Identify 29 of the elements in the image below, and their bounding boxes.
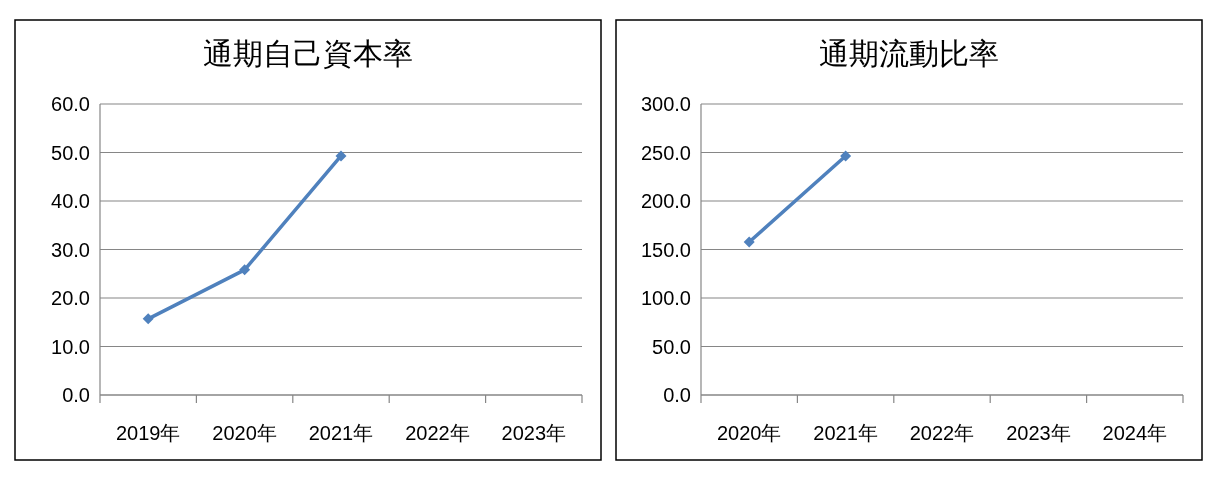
chart-title: 通期自己資本率 (203, 37, 413, 70)
y-tick-label: 50.0 (51, 141, 90, 164)
y-tick-label: 150.0 (640, 238, 691, 261)
x-tick-label: 2022年 (405, 422, 470, 444)
y-tick-label: 30.0 (51, 238, 90, 261)
y-tick-label: 40.0 (51, 190, 90, 212)
x-tick-label: 2020年 (716, 422, 782, 444)
x-tick-label: 2023年 (501, 422, 567, 444)
x-tick-label: 2021年 (813, 422, 878, 444)
point (335, 150, 347, 162)
y-tick-label: 0.0 (62, 384, 90, 406)
y-tick-label: 10.0 (51, 335, 90, 358)
y-tick-label: 20.0 (51, 287, 90, 309)
x-tick-label: 2021年 (308, 422, 374, 444)
x-tick-label: 2020年 (212, 422, 277, 444)
y-tick-label: 200.0 (640, 190, 691, 212)
y-tick-label: 0.0 (663, 384, 691, 406)
chart-title: 通期流動比率 (819, 37, 999, 70)
y-tick-label: 250.0 (640, 141, 691, 164)
y-tick-label: 50.0 (652, 335, 691, 358)
x-tick-label: 2019年 (115, 422, 181, 444)
y-tick-label: 300.0 (640, 93, 691, 115)
y-tick-label: 100.0 (640, 287, 691, 309)
x-tick-label: 2024年 (1102, 422, 1168, 444)
y-tick-label: 60.0 (51, 93, 90, 115)
point (142, 313, 154, 325)
point (239, 264, 251, 276)
x-tick-label: 2023年 (1006, 422, 1071, 444)
x-tick-label: 2022年 (909, 422, 975, 444)
